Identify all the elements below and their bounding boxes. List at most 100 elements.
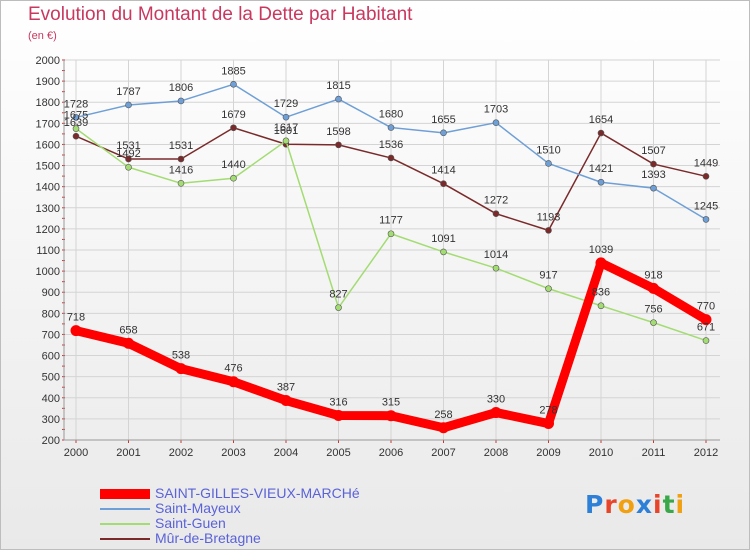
data-label: 1393 <box>641 169 665 181</box>
data-label: 1675 <box>64 110 88 122</box>
data-point <box>230 174 237 182</box>
y-tick-label: 1400 <box>36 182 60 194</box>
y-tick-label: 1000 <box>36 266 60 278</box>
y-tick-label: 1600 <box>36 139 60 151</box>
legend-swatch <box>100 508 150 510</box>
data-point <box>702 337 710 344</box>
data-point <box>70 325 82 337</box>
y-tick-label: 1200 <box>36 224 60 236</box>
legend-label: Saint-Guen <box>155 515 226 531</box>
grid <box>64 59 720 441</box>
data-point <box>177 179 185 187</box>
data-label: 1414 <box>431 165 455 177</box>
y-tick-label: 200 <box>42 435 60 447</box>
data-label: 1679 <box>221 109 245 121</box>
data-label: 1531 <box>169 140 193 152</box>
legend-swatch <box>100 523 150 525</box>
data-point <box>72 132 80 140</box>
line-chart: 200 300 400 500 600 700 800 900 1000 1100 1200 1300… <box>36 55 720 459</box>
y-tick-label: 700 <box>42 329 60 341</box>
legend-label: SAINT-GILLES-VIEUX-MARCHé <box>155 485 360 501</box>
data-label: 1729 <box>274 98 298 110</box>
data-label: 1806 <box>169 82 193 94</box>
data-label: 1272 <box>484 195 508 207</box>
x-tick-label: 2005 <box>326 447 350 459</box>
data-label: 1885 <box>221 65 245 77</box>
data-label: 1639 <box>64 117 88 129</box>
data-label: 1421 <box>589 163 613 175</box>
data-label: 315 <box>382 397 400 409</box>
data-label: 258 <box>434 409 452 421</box>
data-label: 1655 <box>431 114 455 126</box>
data-point <box>545 227 552 234</box>
data-label: 1536 <box>379 139 403 151</box>
data-label: 836 <box>592 287 610 299</box>
data-label: 1177 <box>379 215 403 227</box>
data-point <box>440 129 447 137</box>
data-point <box>125 155 132 163</box>
data-point <box>72 114 80 121</box>
data-label: 1680 <box>379 109 403 121</box>
data-label: 770 <box>697 301 715 313</box>
data-label: 476 <box>224 363 242 375</box>
data-point <box>438 422 449 434</box>
data-point <box>648 282 659 294</box>
legend-item: Mûr-de-Bretagne <box>100 531 420 546</box>
data-point <box>492 210 500 217</box>
data-point <box>543 418 554 430</box>
data-label: 538 <box>172 350 190 362</box>
data-label: 387 <box>277 382 295 394</box>
data-point <box>440 248 447 256</box>
data-point <box>700 314 712 326</box>
axes: 200 300 400 500 600 700 800 900 1000 1100 1200 1300… <box>36 55 720 459</box>
y-tick-label: 1800 <box>36 97 60 109</box>
x-tick-label: 2007 <box>431 447 455 459</box>
data-label: 278 <box>539 405 557 417</box>
data-point <box>650 184 657 192</box>
data-point <box>490 407 502 419</box>
data-point <box>125 163 132 171</box>
legend: SAINT-GILLES-VIEUX-MARCHé Saint-Mayeux Sai… <box>100 486 420 546</box>
data-point <box>597 129 605 137</box>
data-label: 827 <box>329 289 347 301</box>
y-tick-label: 300 <box>42 414 60 426</box>
data-point <box>440 180 447 188</box>
y-tick-label: 900 <box>42 287 60 299</box>
data-point <box>650 160 657 168</box>
data-point <box>72 125 80 132</box>
data-label: 1654 <box>589 114 613 126</box>
data-label: 1091 <box>431 233 455 245</box>
data-label: 1728 <box>64 98 88 110</box>
data-label: 718 <box>67 312 85 324</box>
data-point <box>387 154 395 162</box>
data-point <box>280 395 292 407</box>
y-tick-label: 2000 <box>36 55 60 67</box>
data-label: 1598 <box>326 126 350 138</box>
data-point <box>228 376 239 388</box>
data-point <box>385 410 397 422</box>
data-point <box>492 119 500 126</box>
data-label: 1507 <box>641 145 665 157</box>
legend-label: Saint-Mayeux <box>155 500 241 516</box>
y-tick-label: 1300 <box>36 203 60 215</box>
data-point <box>335 95 342 103</box>
legend-item: Saint-Guen <box>100 516 420 531</box>
data-label: 1617 <box>274 122 298 134</box>
data-point <box>702 216 710 223</box>
data-label: 1703 <box>484 104 508 116</box>
chart-subtitle: (en €) <box>28 30 57 42</box>
data-point <box>282 137 290 145</box>
data-point <box>177 155 185 163</box>
data-label: 1815 <box>326 80 350 92</box>
legend-swatch <box>100 538 150 540</box>
y-tick-label: 800 <box>42 308 60 320</box>
data-point <box>545 285 552 292</box>
data-labels: 1639 1531 1531 1679 1601 1598 1536 1414 1272 1193… <box>64 65 718 420</box>
chart-title: Evolution du Montant de la Dette par Hab… <box>28 4 413 25</box>
y-tick-label: 1900 <box>36 76 60 88</box>
data-label: 917 <box>539 270 557 282</box>
y-tick-label: 1500 <box>36 161 60 173</box>
x-tick-label: 2001 <box>116 447 140 459</box>
data-label: 1416 <box>169 164 193 176</box>
data-point <box>333 410 344 422</box>
